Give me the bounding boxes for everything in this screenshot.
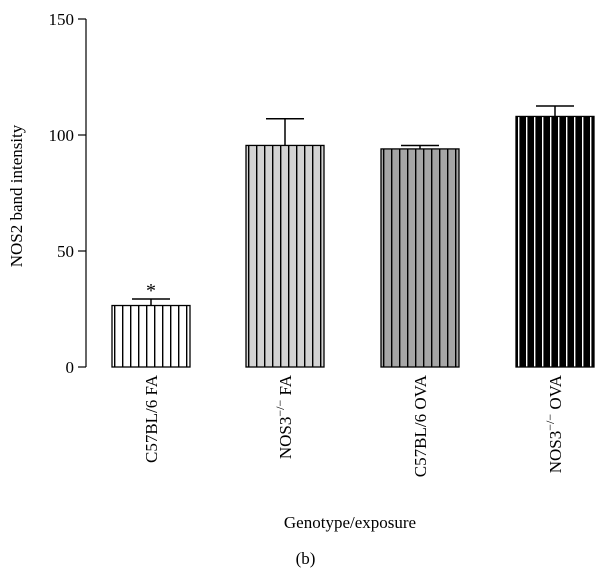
x-tick-label: C57BL/6 OVA: [411, 374, 430, 477]
y-tick-label: 0: [66, 358, 75, 377]
significance-marker: *: [146, 280, 156, 302]
bar: [515, 115, 595, 368]
y-tick-label: 100: [49, 126, 75, 145]
y-tick-label: 150: [49, 10, 75, 29]
y-axis-label: NOS2 band intensity: [7, 124, 26, 267]
bars: *: [111, 105, 595, 368]
bar: [245, 144, 325, 368]
bar: [380, 148, 460, 368]
y-axis: 0 50 100 150: [49, 10, 87, 377]
x-axis-label: Genotype/exposure: [284, 513, 416, 532]
x-tick-label: NOS3−/− FA: [273, 374, 295, 459]
bar: [111, 304, 191, 368]
x-tick-labels: C57BL/6 FA NOS3−/− FA C57BL/6 OVA NOS3−/− O…: [142, 374, 565, 477]
panel-label: (b): [295, 549, 316, 568]
x-tick-label: NOS3−/− OVA: [543, 374, 565, 473]
x-tick-label: C57BL/6 FA: [142, 374, 161, 463]
y-tick-label: 50: [57, 242, 74, 261]
